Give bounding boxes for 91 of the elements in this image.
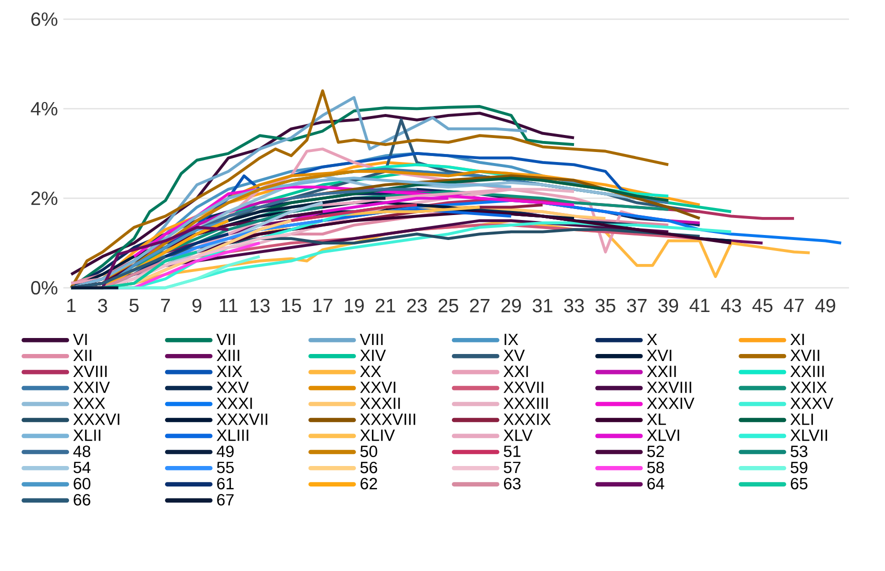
legend-label: XXIV — [73, 382, 110, 394]
legend-label: 53 — [790, 446, 808, 458]
y-tick-label: 2% — [31, 192, 58, 206]
legend-label: XIV — [360, 350, 386, 362]
x-tick-label: 15 — [282, 298, 302, 312]
x-tick-label: 1 — [67, 298, 76, 312]
legend-label: X — [646, 334, 658, 346]
legend-label: 55 — [216, 462, 234, 474]
x-tick-label: 33 — [564, 298, 584, 312]
x-tick-label: 11 — [220, 298, 238, 312]
y-tick-label: 6% — [31, 12, 58, 26]
legend-label: 62 — [360, 478, 378, 490]
legend-label: 52 — [647, 446, 664, 458]
x-tick-label: 25 — [438, 298, 458, 312]
legend-label: XLVII — [790, 430, 828, 441]
legend-label: 66 — [74, 494, 90, 506]
legend-label: 49 — [216, 446, 234, 458]
legend-label: 58 — [647, 462, 664, 474]
legend-label: XXXIX — [504, 414, 551, 425]
x-tick-label: 45 — [752, 298, 772, 312]
legend-label: VI — [72, 334, 87, 346]
legend-label: XLV — [504, 430, 533, 441]
legend-label: VII — [216, 334, 235, 346]
legend-label: XXIX — [790, 382, 827, 394]
legend-label: XIX — [216, 366, 242, 378]
legend-label: XXXII — [360, 398, 400, 409]
x-tick-label: 3 — [98, 298, 108, 312]
legend-label: 51 — [504, 446, 520, 458]
x-tick-label: 19 — [344, 298, 364, 312]
y-tick-label: 4% — [30, 102, 58, 116]
legend-label: XVIII — [73, 366, 107, 378]
legend-label: IX — [504, 334, 518, 346]
legend-label: 61 — [217, 478, 234, 490]
x-tick-label: 7 — [161, 298, 170, 312]
x-tick-label: 31 — [532, 298, 552, 312]
x-tick-label: 49 — [815, 298, 836, 312]
x-tick-label: 41 — [690, 298, 710, 312]
legend-label: XLII — [73, 430, 100, 441]
x-tick-label: 47 — [784, 298, 804, 312]
legend-label: XLIV — [360, 430, 395, 441]
legend-label: 63 — [504, 478, 521, 490]
legend-label: XIII — [216, 350, 240, 362]
legend-label: XXXI — [216, 398, 252, 409]
legend-label: XLIII — [216, 430, 248, 441]
legend-label: XI — [790, 334, 804, 346]
legend-label: XXX — [73, 398, 106, 409]
legend-label: XXXIII — [504, 398, 548, 409]
legend-label: XVI — [646, 350, 672, 362]
x-tick-label: 27 — [470, 298, 490, 312]
legend-label: XVII — [790, 350, 820, 362]
legend-label: 48 — [73, 446, 90, 458]
legend-label: XXXV — [790, 398, 834, 409]
x-tick-label: 13 — [250, 298, 270, 312]
x-tick-label: 35 — [596, 298, 616, 312]
y-tick-label: 0% — [31, 281, 58, 295]
legend-label: XXXVI — [73, 414, 120, 425]
legend-label: XXXVII — [216, 414, 268, 425]
x-tick-label: 29 — [502, 298, 521, 312]
legend-label: XXII — [646, 366, 676, 378]
legend-label: 54 — [74, 462, 91, 474]
x-tick-label: 17 — [313, 298, 332, 312]
x-tick-label: 37 — [626, 298, 647, 312]
legend-label: XXIII — [790, 366, 824, 378]
x-tick-label: 5 — [129, 298, 139, 312]
legend-label: XV — [504, 350, 525, 362]
x-tick-label: 9 — [192, 298, 202, 312]
legend-label: XLVI — [646, 430, 680, 441]
legend-label: 59 — [790, 462, 808, 474]
legend-label: XXI — [504, 366, 528, 378]
legend-label: 67 — [217, 494, 234, 506]
x-tick-label: 39 — [658, 298, 678, 312]
legend-label: XX — [360, 366, 382, 378]
legend-label: XXV — [216, 382, 249, 394]
x-tick-label: 43 — [720, 298, 741, 312]
legend-label: XXVII — [504, 382, 544, 394]
legend-label: 57 — [504, 462, 520, 474]
legend-label: 50 — [360, 446, 378, 458]
legend-label: 56 — [360, 462, 378, 474]
legend-label: XL — [646, 414, 666, 425]
x-tick-label: 23 — [407, 298, 427, 312]
legend-label: 65 — [790, 478, 808, 490]
legend-label: XXVIII — [646, 382, 692, 394]
x-tick-label: 21 — [376, 298, 396, 312]
legend-label: XXVI — [360, 382, 396, 394]
legend-label: 60 — [74, 478, 90, 490]
legend-label: XLI — [790, 414, 813, 425]
legend-label: XXXVIII — [360, 414, 416, 425]
legend-label: XXXIV — [646, 398, 694, 409]
legend-label: VIII — [360, 334, 383, 346]
legend-label: 64 — [647, 478, 664, 490]
legend-label: XII — [73, 350, 92, 362]
